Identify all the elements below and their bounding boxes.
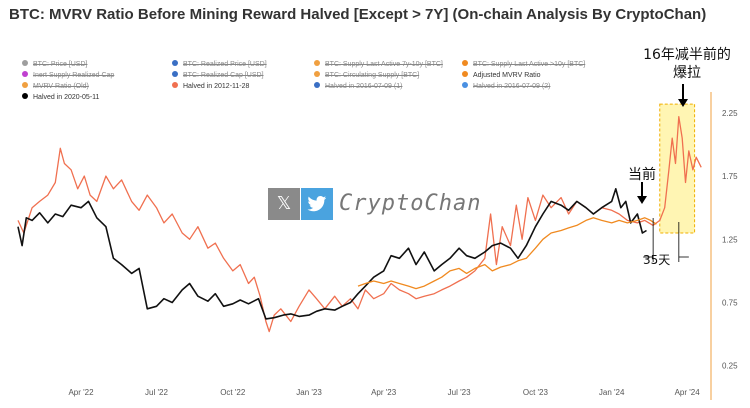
legend-swatch [462,71,468,78]
legend-label: BTC: Realized Price [USD] [183,61,267,68]
legend-label: Halved in 2016-07-09 (2) [473,83,551,90]
watermark-text: CryptoChan [339,191,482,216]
legend-item[interactable]: BTC: Supply Last Active >10y [BTC] [462,60,585,69]
series-line [357,217,657,290]
legend-item[interactable]: Halved in 2016-07-09 (2) [462,82,550,91]
legend-item[interactable]: BTC: Realized Price [USD] [172,60,267,69]
legend-label: Halved in 2020-05-11 [33,94,100,101]
legend-item[interactable]: Halved in 2012-11-28 [172,82,249,91]
legend-swatch [172,82,178,89]
x-tick-label: Apr '23 [371,388,397,397]
legend-item[interactable]: Adjusted MVRV Ratio [462,71,541,80]
legend-item[interactable]: BTC: Circulating Supply [BTC] [314,71,419,80]
legend-item[interactable]: BTC: Price [USD] [22,60,87,69]
legend-swatch [314,82,320,89]
legend-swatch [314,71,320,78]
legend-label: Halved in 2016-07-09 (1) [325,83,403,90]
x-tick-label: Oct '22 [220,388,246,397]
legend-label: BTC: Supply Last Active 7y-10y [BTC] [325,61,443,68]
y-tick-label: 2.25 [722,109,738,118]
legend-label: BTC: Realized Cap [USD] [183,72,264,79]
legend-label: BTC: Price [USD] [33,61,88,68]
legend-item[interactable]: BTC: Realized Cap [USD] [172,71,264,80]
legend-label: BTC: Circulating Supply [BTC] [325,72,420,79]
annotation-current: 当前 [628,167,656,183]
legend-swatch [22,71,28,78]
x-tick-label: Apr '22 [68,388,94,397]
legend-swatch [172,71,178,78]
legend-item[interactable]: MVRV Ratio (Old) [22,82,89,91]
legend-swatch [22,82,28,89]
y-tick-label: 0.75 [722,299,738,308]
legend-label: Inert Supply Realized Cap [33,72,115,79]
chart-title: BTC: MVRV Ratio Before Mining Reward Hal… [9,6,707,23]
y-tick-label: 1.25 [722,235,738,244]
legend-item[interactable]: Halved in 2020-05-11 [22,93,99,102]
legend-label: Adjusted MVRV Ratio [473,72,541,79]
y-tick-label: 1.75 [722,172,738,181]
current-arrow-head [637,196,647,204]
legend-swatch [462,60,468,67]
series-line [17,188,647,320]
legend-item[interactable]: BTC: Supply Last Active 7y-10y [BTC] [314,60,443,69]
x-tick-label: Jul '22 [145,388,168,397]
annotation-halving-pump: 16年减半前的爆拉 [643,47,731,81]
annotation-days: 35天 [643,253,671,267]
y-tick-label: 0.25 [722,362,738,371]
x-tick-label: Oct '23 [523,388,549,397]
legend-swatch [172,60,178,67]
halving-arrow-head [678,99,688,107]
legend-swatch [314,60,320,67]
x-tick-label: Jul '23 [448,388,471,397]
legend-swatch [22,93,28,100]
legend-item[interactable]: Inert Supply Realized Cap [22,71,114,80]
legend-label: MVRV Ratio (Old) [33,83,89,90]
highlight-region [659,103,696,234]
legend-item[interactable]: Halved in 2016-07-09 (1) [314,82,402,91]
legend-label: Halved in 2012-11-28 [183,83,250,90]
legend-swatch [462,82,468,89]
watermark: 𝕏 CryptoChan [268,187,481,220]
legend-swatch [22,60,28,67]
x-logo-icon: 𝕏 [268,187,300,220]
series-line [17,116,702,333]
x-tick-label: Apr '24 [675,388,701,397]
x-tick-label: Jan '24 [599,388,625,397]
legend-label: BTC: Supply Last Active >10y [BTC] [473,61,586,68]
twitter-bird-icon [301,187,333,220]
x-tick-label: Jan '23 [296,388,322,397]
